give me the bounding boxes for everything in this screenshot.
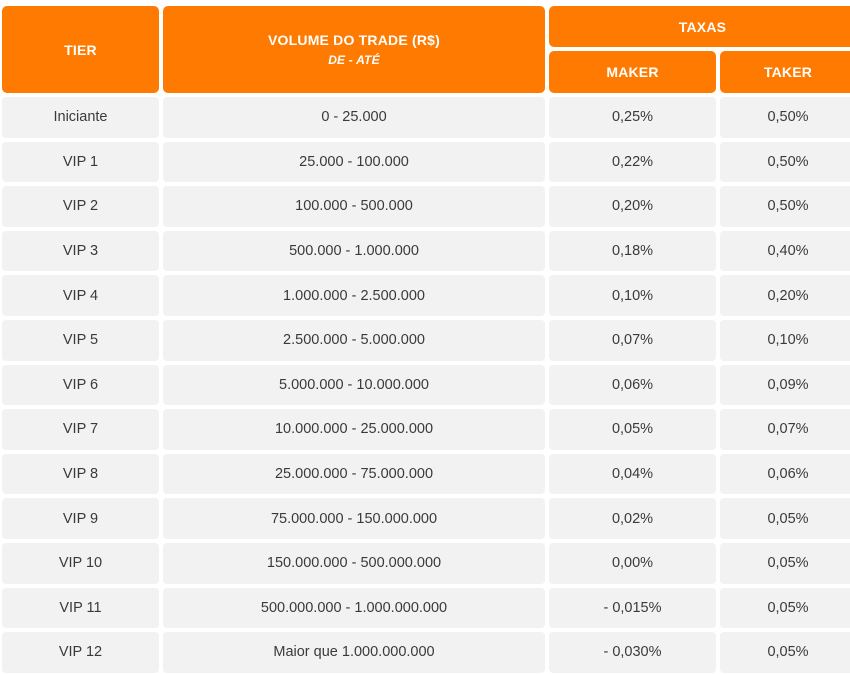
cell-volume: 500.000.000 - 1.000.000.000 xyxy=(163,587,545,629)
header-maker: MAKER xyxy=(549,51,716,93)
cell-tier: VIP 8 xyxy=(2,453,159,495)
cell-volume: 75.000.000 - 150.000.000 xyxy=(163,498,545,539)
cell-volume: 1.000.000 - 2.500.000 xyxy=(163,275,545,316)
cell-maker: 0,25% xyxy=(549,97,716,138)
cell-taker: 0,40% xyxy=(720,230,850,272)
cell-tier: VIP 1 xyxy=(2,141,159,183)
cell-taker: 0,20% xyxy=(720,275,850,316)
fee-table: TIER VOLUME DO TRADE (R$) DE - ATÉ TAXAS… xyxy=(2,6,850,673)
cell-tier: VIP 10 xyxy=(2,542,159,584)
header-volume-label: VOLUME DO TRADE (R$) xyxy=(268,31,440,48)
cell-taker: 0,07% xyxy=(720,409,850,450)
cell-volume: 2.500.000 - 5.000.000 xyxy=(163,319,545,361)
header-tier: TIER xyxy=(2,6,159,93)
cell-taker: 0,50% xyxy=(720,141,850,183)
cell-volume: 25.000 - 100.000 xyxy=(163,141,545,183)
cell-taker: 0,10% xyxy=(720,319,850,361)
header-volume-sub: DE - ATÉ xyxy=(328,52,380,67)
header-taxas: TAXAS xyxy=(549,6,850,47)
cell-maker: 0,07% xyxy=(549,319,716,361)
cell-taker: 0,05% xyxy=(720,498,850,539)
cell-volume: 150.000.000 - 500.000.000 xyxy=(163,542,545,584)
cell-maker: 0,00% xyxy=(549,542,716,584)
cell-maker: 0,05% xyxy=(549,409,716,450)
cell-volume: 10.000.000 - 25.000.000 xyxy=(163,409,545,450)
cell-taker: 0,50% xyxy=(720,186,850,227)
cell-tier: VIP 2 xyxy=(2,186,159,227)
cell-taker: 0,05% xyxy=(720,587,850,629)
cell-maker: 0,04% xyxy=(549,453,716,495)
cell-maker: 0,10% xyxy=(549,275,716,316)
cell-volume: Maior que 1.000.000.000 xyxy=(163,632,545,673)
header-taker: TAKER xyxy=(720,51,850,93)
cell-tier: VIP 6 xyxy=(2,364,159,406)
cell-maker: 0,02% xyxy=(549,498,716,539)
cell-maker: - 0,030% xyxy=(549,632,716,673)
cell-tier: VIP 4 xyxy=(2,275,159,316)
cell-taker: 0,09% xyxy=(720,364,850,406)
cell-tier: VIP 11 xyxy=(2,587,159,629)
cell-volume: 100.000 - 500.000 xyxy=(163,186,545,227)
cell-taker: 0,05% xyxy=(720,632,850,673)
header-volume: VOLUME DO TRADE (R$) DE - ATÉ xyxy=(163,6,545,93)
cell-tier: VIP 3 xyxy=(2,230,159,272)
cell-maker: 0,22% xyxy=(549,141,716,183)
cell-maker: - 0,015% xyxy=(549,587,716,629)
cell-volume: 5.000.000 - 10.000.000 xyxy=(163,364,545,406)
cell-volume: 0 - 25.000 xyxy=(163,97,545,138)
cell-volume: 25.000.000 - 75.000.000 xyxy=(163,453,545,495)
cell-maker: 0,18% xyxy=(549,230,716,272)
cell-maker: 0,20% xyxy=(549,186,716,227)
cell-tier: VIP 9 xyxy=(2,498,159,539)
cell-taker: 0,05% xyxy=(720,542,850,584)
cell-maker: 0,06% xyxy=(549,364,716,406)
cell-volume: 500.000 - 1.000.000 xyxy=(163,230,545,272)
cell-tier: VIP 5 xyxy=(2,319,159,361)
cell-taker: 0,06% xyxy=(720,453,850,495)
cell-taker: 0,50% xyxy=(720,97,850,138)
cell-tier: Iniciante xyxy=(2,97,159,138)
cell-tier: VIP 7 xyxy=(2,409,159,450)
cell-tier: VIP 12 xyxy=(2,632,159,673)
